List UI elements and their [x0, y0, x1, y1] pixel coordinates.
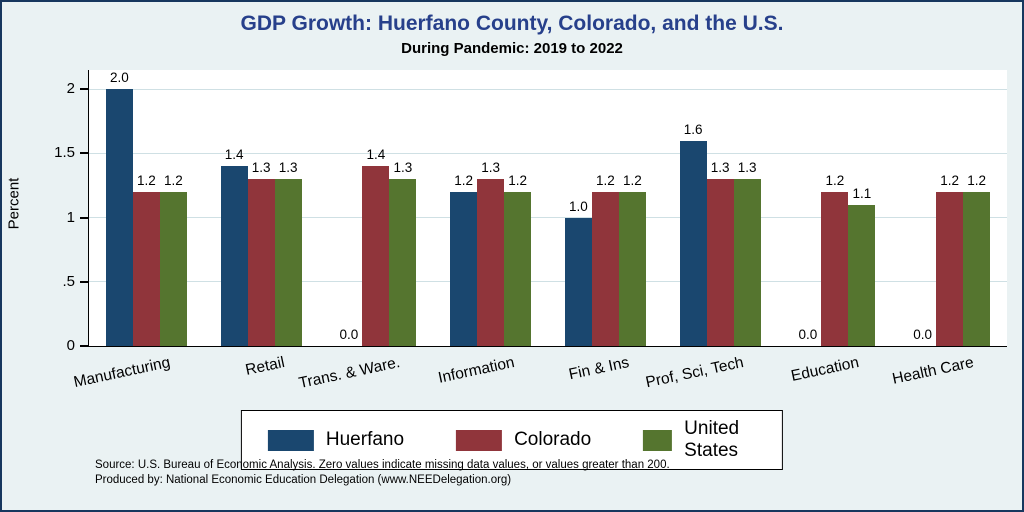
- legend-label: Huerfano: [325, 429, 405, 450]
- bar: 1.3: [706, 160, 734, 346]
- legend-label: United States: [684, 418, 740, 461]
- bar-value-label: 1.6: [683, 121, 703, 137]
- source-note-line2: Produced by: National Economic Education…: [95, 474, 512, 487]
- legend-item: Huerfano: [267, 429, 405, 451]
- bar-value-label: 1.1: [852, 185, 872, 201]
- gridline: [89, 281, 1007, 283]
- y-axis-tick: [80, 345, 88, 347]
- bar-value-label: 1.4: [224, 147, 244, 163]
- bar: 2.0: [105, 70, 133, 346]
- bar-value-label: 1.3: [251, 160, 271, 176]
- bar-value-label: 1.0: [568, 198, 588, 214]
- bar: 1.2: [504, 173, 532, 346]
- bar-group: 2.0 1.2 1.2: [89, 70, 204, 346]
- bar: 1.3: [733, 160, 761, 346]
- bar-group: 0.0 1.4 1.3: [319, 70, 434, 346]
- bar-group: 0.0 1.2 1.1: [778, 70, 893, 346]
- legend: Huerfano Colorado United States: [240, 410, 784, 470]
- legend-item: United States: [643, 418, 756, 462]
- bar-group: 1.6 1.3 1.3: [663, 70, 778, 346]
- bar: 1.6: [679, 122, 707, 346]
- legend-swatch: [456, 429, 503, 451]
- bar-value-label: 1.2: [508, 172, 528, 188]
- bar: 1.2: [159, 173, 187, 346]
- bar-value-label: 1.2: [622, 172, 642, 188]
- gridline: [89, 217, 1007, 219]
- bar: 1.4: [362, 147, 390, 346]
- y-axis-tick-label: 0: [66, 337, 75, 354]
- legend-swatch: [643, 429, 673, 451]
- bar: 1.3: [389, 160, 417, 346]
- bar-value-label: 2.0: [109, 70, 129, 86]
- bar-value-label: 0.0: [339, 327, 359, 342]
- bar: 1.2: [132, 173, 160, 346]
- y-axis-tick: [80, 152, 88, 155]
- y-axis-tick: [80, 216, 88, 219]
- bar-value-label: 0.0: [913, 327, 933, 342]
- chart-title: GDP Growth: Huerfano County, Colorado, a…: [240, 12, 784, 35]
- bar-value-label: 1.4: [366, 147, 386, 163]
- bar-value-label: 1.3: [737, 160, 757, 176]
- bar-value-label: 1.2: [967, 172, 987, 188]
- bar-group: 1.2 1.3 1.2: [433, 70, 548, 346]
- bar: 1.3: [477, 160, 505, 346]
- bar-value-label: 1.2: [163, 172, 183, 188]
- gridline: [89, 88, 1007, 90]
- bar: 1.1: [848, 186, 876, 346]
- bar: 1.3: [274, 160, 302, 346]
- source-note-line1: Source: U.S. Bureau of Economic Analysis…: [95, 459, 670, 471]
- bar-group: 0.0 1.2 1.2: [892, 70, 1007, 346]
- bar-value-label: 1.2: [454, 172, 474, 188]
- bar-group: 1.4 1.3 1.3: [204, 70, 319, 346]
- y-axis-tick-label: 1: [66, 208, 75, 226]
- y-axis-tick-label: 2: [66, 80, 75, 98]
- plot-area: 0.5 1 1.5 2 2.0 1.2 1.2 Manufacturing 1.4 1.3 1.3 R…: [54, 70, 1007, 392]
- bar: 1.2: [450, 173, 478, 346]
- y-axis-tick: [80, 88, 88, 91]
- bar-value-label: 1.2: [595, 172, 615, 188]
- source-notes: Source: U.S. Bureau of Economic Analysis…: [95, 458, 670, 488]
- bar: 1.4: [220, 147, 248, 346]
- y-axis-tick: [80, 280, 88, 283]
- bar: 1.2: [618, 173, 646, 346]
- y-axis-tick-label: 1.5: [54, 144, 75, 162]
- bar: 1.0: [564, 199, 592, 346]
- bar: 1.3: [247, 160, 275, 346]
- bar: 1.2: [963, 173, 991, 346]
- y-axis-tick-label: .5: [62, 272, 75, 290]
- y-axis-title: Percent: [5, 177, 23, 230]
- bar-value-label: 1.2: [136, 172, 156, 188]
- legend-swatch: [267, 429, 314, 451]
- bar-group: 1.0 1.2 1.2: [548, 70, 663, 346]
- bar-value-label: 1.3: [481, 160, 501, 176]
- bar: 1.2: [591, 173, 619, 346]
- legend-item: Colorado: [456, 429, 591, 451]
- bar: 1.2: [936, 173, 964, 346]
- bar-value-label: 1.3: [710, 160, 730, 176]
- gridline: [89, 152, 1007, 154]
- chart-subtitle: During Pandemic: 2019 to 2022: [401, 40, 623, 57]
- bar: 1.2: [821, 173, 849, 346]
- legend-label: Colorado: [514, 429, 592, 450]
- bar-value-label: 0.0: [798, 327, 818, 342]
- bar-value-label: 1.2: [940, 172, 960, 188]
- bar-value-label: 1.3: [278, 160, 298, 176]
- bar-value-label: 1.3: [393, 160, 413, 176]
- bar-value-label: 1.2: [825, 172, 845, 188]
